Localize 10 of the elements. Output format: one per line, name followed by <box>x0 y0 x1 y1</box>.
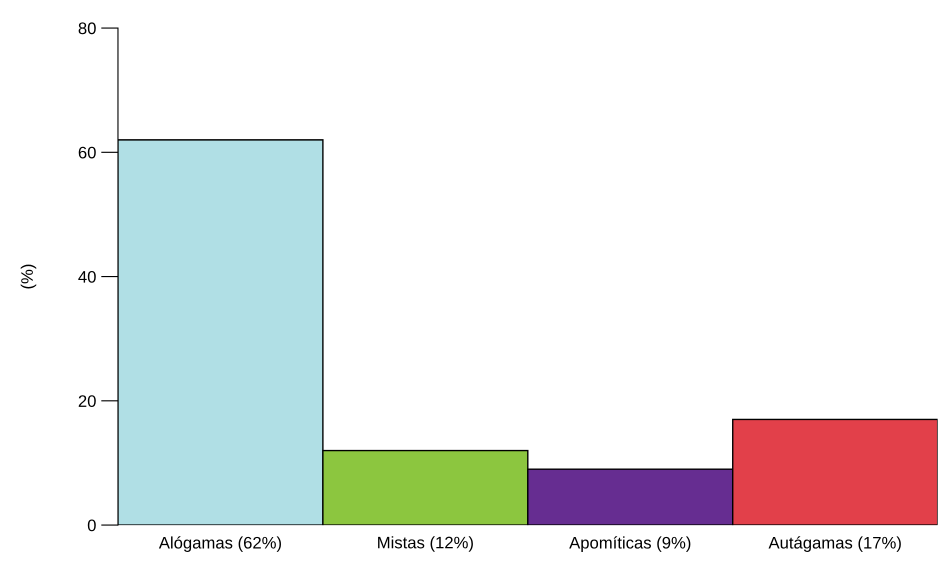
x-tick-label: Mistas (12%) <box>378 536 473 552</box>
y-tick-label: 20 <box>78 395 96 408</box>
y-tick-label: 80 <box>78 22 96 34</box>
y-axis-title: (%) <box>20 264 36 288</box>
x-tick-label: Autágamas (17%) <box>768 536 901 552</box>
x-tick-label: Apomíticas (9%) <box>569 536 690 552</box>
y-tick-label: 40 <box>78 270 96 283</box>
y-tick-label: 0 <box>88 519 96 532</box>
x-tick-label: Alógamas (62%) <box>158 536 281 552</box>
y-tick-label: 60 <box>78 146 96 158</box>
